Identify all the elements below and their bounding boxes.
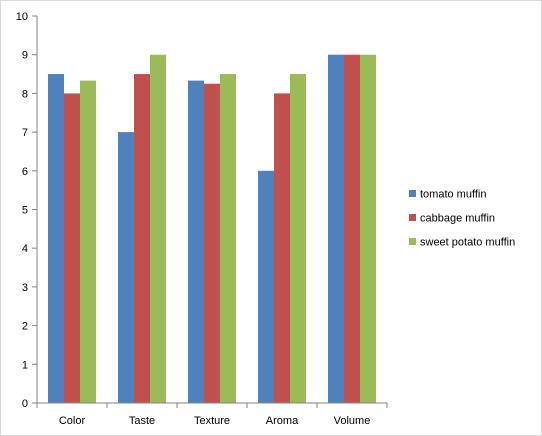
- y-tick-label: 2: [22, 321, 28, 333]
- y-tick-label: 10: [16, 11, 28, 23]
- bar-sweet-potato-muffin-aroma: [290, 74, 306, 404]
- bar-cabbage-muffin-color: [64, 93, 80, 404]
- legend-label: sweet potato muffin: [420, 237, 515, 249]
- x-tick-label: Aroma: [266, 415, 299, 427]
- legend-swatch: [409, 238, 416, 245]
- bar-cabbage-muffin-texture: [204, 83, 220, 403]
- y-tick-label: 7: [22, 127, 28, 139]
- y-tick-label: 8: [22, 88, 28, 100]
- bar-cabbage-muffin-aroma: [274, 93, 290, 404]
- bar-tomato-muffin-aroma: [258, 170, 274, 403]
- y-tick-label: 5: [22, 205, 28, 217]
- x-tick-label: Volume: [334, 415, 371, 427]
- legend-label: tomato muffin: [420, 189, 486, 201]
- x-tick-label: Color: [59, 415, 86, 427]
- x-tick-label: Texture: [194, 415, 230, 427]
- bar-sweet-potato-muffin-texture: [220, 74, 236, 404]
- y-tick-label: 4: [22, 243, 28, 255]
- legend: tomato muffin cabbage muffin sweet potato …: [409, 189, 515, 249]
- bar-tomato-muffin-taste: [118, 132, 134, 403]
- bar-cabbage-muffin-taste: [134, 74, 150, 404]
- x-axis-ticks: Color Taste Texture Aroma Volume: [36, 403, 388, 427]
- y-axis-ticks: 0 1 2 3 4 5 6 7 8 9 10: [16, 11, 37, 410]
- y-tick-label: 1: [22, 359, 28, 371]
- legend-swatch: [409, 190, 416, 197]
- legend-label: cabbage muffin: [420, 213, 495, 225]
- y-tick-label: 6: [22, 166, 28, 178]
- bar-tomato-muffin-texture: [188, 80, 204, 403]
- bar-sweet-potato-muffin-color: [80, 80, 96, 403]
- bar-sweet-potato-muffin-taste: [150, 54, 166, 403]
- y-tick-label: 0: [22, 398, 28, 410]
- bar-tomato-muffin-volume: [328, 54, 344, 403]
- bar-tomato-muffin-color: [48, 74, 64, 404]
- y-tick-label: 9: [22, 50, 28, 62]
- axes: [36, 16, 387, 404]
- bar-marks: [48, 54, 376, 404]
- legend-swatch: [409, 214, 416, 221]
- bar-sweet-potato-muffin-volume: [360, 54, 376, 403]
- y-tick-label: 3: [22, 282, 28, 294]
- bar-cabbage-muffin-volume: [344, 54, 360, 403]
- x-tick-label: Taste: [129, 415, 155, 427]
